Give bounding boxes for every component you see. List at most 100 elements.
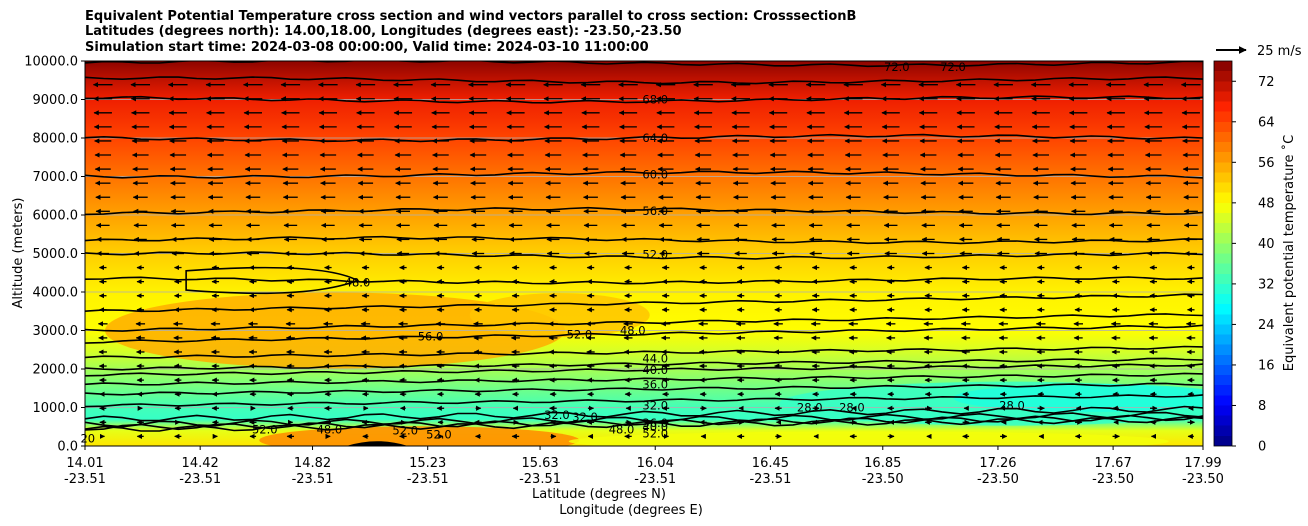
wind-vectors — [92, 82, 1201, 439]
y-tick-label: 0.0 — [57, 440, 78, 455]
contour-line — [85, 170, 1203, 179]
colorbar-tick-label: 64 — [1258, 115, 1275, 130]
contour-label: 52.0 — [426, 427, 452, 441]
colorbar-tick-label: 56 — [1258, 156, 1275, 171]
x-tick-label-lon: -23.51 — [64, 472, 106, 487]
contour-line — [85, 235, 1203, 245]
contour-label: 56.0 — [642, 204, 668, 218]
y-axis-label: Altitude (meters) — [11, 198, 26, 309]
contour-label: 36.0 — [642, 416, 668, 430]
contour-line — [85, 382, 1203, 396]
y-tick-label: 7000.0 — [33, 170, 79, 185]
contour-line — [85, 357, 1203, 371]
chart-title-line-1: Equivalent Potential Temperature cross s… — [85, 9, 857, 24]
contour-label: 52.0 — [567, 327, 593, 341]
contour-label: 28.0 — [839, 401, 865, 415]
contour-lines — [85, 61, 1203, 446]
x-tick-label-lat: 16.45 — [752, 456, 789, 471]
x-tick-label-lon: -23.50 — [1182, 472, 1224, 487]
contour-line — [85, 206, 1203, 216]
contour-label: 32.0 — [642, 399, 668, 413]
x-tick-label-lon: -23.51 — [634, 472, 676, 487]
x-tick-label-lat: 17.99 — [1184, 456, 1221, 471]
y-axis: 0.0 1000.0 2000.0 3000.0 4000.0 5000.0 6000.0 7… — [24, 55, 85, 455]
x-tick-label-lon: -23.50 — [1092, 472, 1134, 487]
y-tick-label: 5000.0 — [33, 247, 79, 262]
contour-line — [85, 76, 1203, 85]
contour-label: 36.0 — [642, 377, 668, 391]
y-tick-label: 9000.0 — [33, 93, 79, 108]
contour-line — [85, 394, 1203, 408]
quiver-key-label: 25 m/s — [1257, 44, 1302, 59]
contour-line — [85, 251, 1203, 260]
contour-label: 52.0 — [392, 424, 418, 438]
contour-label: 40.0 — [642, 363, 668, 377]
contour-line — [85, 61, 1203, 68]
contour-label: 28.0 — [797, 401, 823, 415]
contour-labels: 72.0 72.0 68.0 64.0 60.0 56.0 52.0 48.0 56.0 52.0… — [80, 60, 1024, 446]
x-tick-label-lon: -23.51 — [292, 472, 334, 487]
x-tick-label-lon: -23.50 — [862, 472, 904, 487]
y-tick-label: 2000.0 — [33, 363, 79, 378]
surface-warm-patch — [259, 426, 580, 446]
y-tick-label: 10000.0 — [24, 55, 78, 70]
chart-title-line-2: Latitudes (degrees north): 14.00,18.00, … — [85, 24, 682, 39]
colorbar-ticks: 0 8 16 24 32 40 48 56 64 72 — [1232, 75, 1275, 455]
contour-loop-48 — [185, 266, 360, 295]
colorbar-tick-label: 32 — [1258, 277, 1275, 292]
x-tick-label-lat: 15.23 — [409, 456, 446, 471]
x-tick-label-lon: -23.50 — [977, 472, 1019, 487]
contour-label: 52.0 — [642, 427, 668, 441]
colorbar-tick-label: 0 — [1258, 440, 1266, 455]
x-axis: 14.01-23.5114.42-23.5114.82-23.5115.23-2… — [64, 446, 1224, 487]
contour-label: 40.0 — [642, 420, 668, 434]
x-axis-label-longitude: Longitude (degrees E) — [559, 503, 703, 518]
contour-label: 60.0 — [642, 168, 668, 182]
contour-line — [85, 405, 1203, 422]
chart-title-line-3: Simulation start time: 2024-03-08 00:00:… — [85, 40, 649, 55]
contour-line — [85, 276, 1203, 285]
y-tick-label: 3000.0 — [33, 324, 79, 339]
contour-label: 48.0 — [620, 324, 646, 338]
contour-label: 64.0 — [642, 131, 668, 145]
contour-line — [85, 95, 1203, 104]
x-tick-label-lat: 14.82 — [294, 456, 331, 471]
contour-label: 56.0 — [418, 329, 444, 343]
contour-label: 68.0 — [642, 93, 668, 107]
contour-label: 28.0 — [999, 399, 1025, 413]
y-tick-label: 1000.0 — [33, 401, 79, 416]
contour-label: 32.0 — [572, 410, 598, 424]
contour-line — [85, 293, 1203, 313]
contour-line — [85, 324, 1203, 344]
contour-label: 72.0 — [940, 60, 966, 74]
colorbar-label: Equivalent potential temperature ˚C — [1281, 135, 1297, 371]
terrain-bump — [346, 441, 409, 446]
x-tick-label-lon: -23.51 — [519, 472, 561, 487]
colorbar-tick-label: 16 — [1258, 358, 1275, 373]
contour-line — [85, 313, 1203, 332]
contour-label: 32.0 — [544, 408, 570, 422]
contour-line — [85, 363, 1203, 377]
x-tick-label-lat: 16.04 — [637, 456, 674, 471]
colorbar-tick-label: 8 — [1258, 399, 1266, 414]
x-tick-label-lat: 16.85 — [864, 456, 901, 471]
contour-line — [85, 416, 1203, 432]
x-tick-label-lon: -23.51 — [407, 472, 449, 487]
contour-label: 48.0 — [345, 275, 371, 289]
x-tick-label-lat: 14.01 — [66, 456, 103, 471]
colorbar — [1213, 60, 1233, 447]
contour-line — [85, 345, 1203, 359]
x-tick-label-lat: 17.67 — [1095, 456, 1132, 471]
contour-label: 52.0 — [642, 248, 668, 262]
x-axis-label-latitude: Latitude (degrees N) — [532, 487, 666, 502]
contour-label: 48.0 — [317, 422, 343, 436]
x-tick-label-lon: -23.51 — [179, 472, 221, 487]
grid-lines — [85, 99, 1203, 408]
colorbar-tick-label: 48 — [1258, 196, 1275, 211]
contour-label: 44.0 — [642, 352, 668, 366]
contour-label: 72.0 — [884, 60, 910, 74]
x-tick-label-lon: -23.51 — [749, 472, 791, 487]
x-tick-label-lat: 14.42 — [182, 456, 219, 471]
y-tick-label: 8000.0 — [33, 132, 79, 147]
